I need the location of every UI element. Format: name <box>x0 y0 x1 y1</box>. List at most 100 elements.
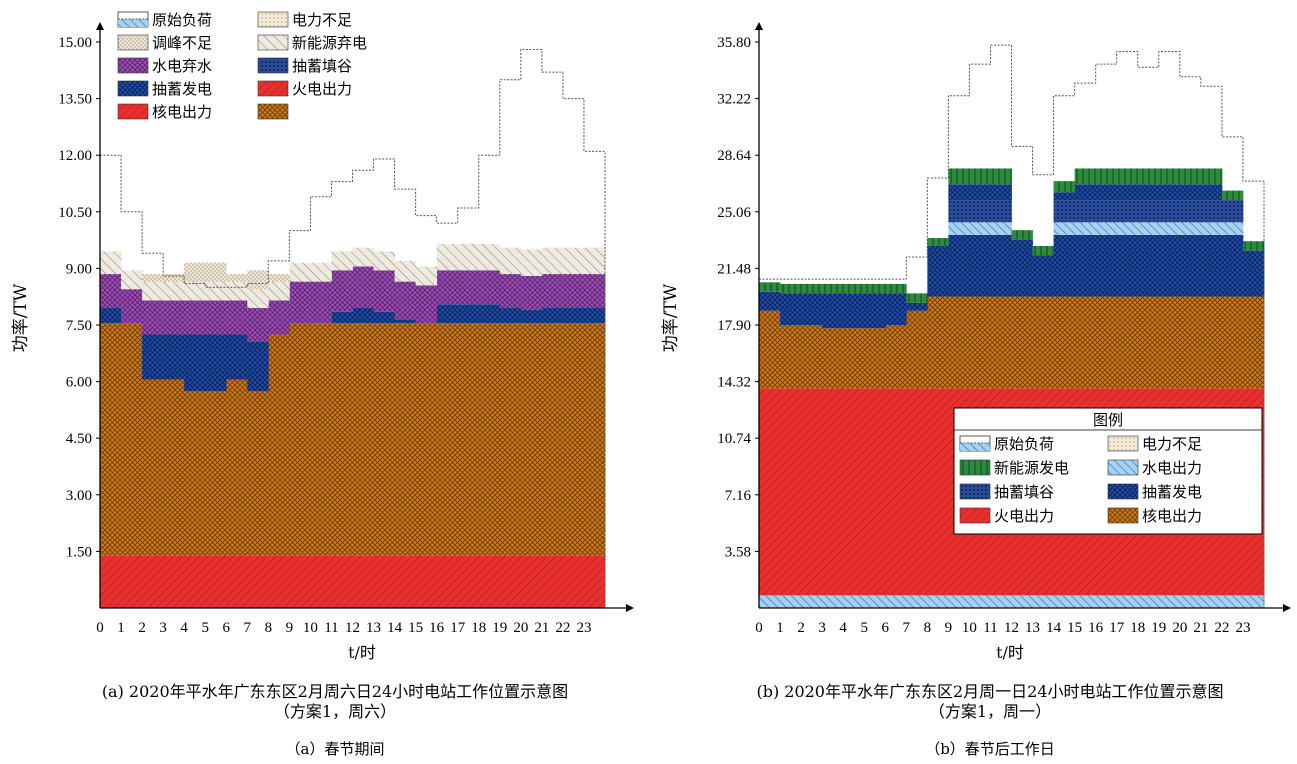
b-ytick-label-4: 17.90 <box>717 318 751 334</box>
a-xtick-label-7: 7 <box>244 620 252 636</box>
a-ytick-label-8: 13.50 <box>58 92 92 108</box>
a-bar-4-7 <box>247 308 269 342</box>
b-bar-6-14 <box>1053 192 1076 201</box>
b-bar-0-5 <box>864 595 886 608</box>
b-ytick-label-2: 10.74 <box>717 431 751 447</box>
b-xtick-label-4: 4 <box>839 620 847 636</box>
a-legend-swatch-5 <box>257 57 289 74</box>
b-series-4 <box>948 222 1244 235</box>
a-bar-4-23 <box>583 274 606 309</box>
a-xtick-label-12: 12 <box>345 620 360 636</box>
a-bar-6-8 <box>268 274 290 282</box>
a-bar-2-3 <box>163 334 185 380</box>
caption-a-line2: （方案1，周六） <box>273 702 397 721</box>
b-bar-6-18 <box>1137 184 1160 201</box>
b-bar-2-9 <box>948 296 970 389</box>
b-bar-6-19 <box>1158 184 1181 201</box>
subcaption-b: （b）春节后工作日 <box>925 740 1055 758</box>
a-ytick-label-0: 1.50 <box>66 544 92 560</box>
b-bar-7-3 <box>822 283 844 294</box>
a-xtick-label-10: 10 <box>303 620 318 636</box>
b-bar-0-15 <box>1074 595 1097 608</box>
b-bar-0-19 <box>1158 595 1181 608</box>
a-bar-0-7 <box>247 555 269 608</box>
a-xtick-label-2: 2 <box>138 620 146 636</box>
b-bar-1-5 <box>864 388 886 596</box>
b-bar-7-8 <box>927 238 949 246</box>
b-bar-3-23 <box>1242 250 1265 297</box>
b-legend-swatch-7 <box>1107 507 1139 524</box>
b-legend-swatch-4 <box>959 483 991 500</box>
b-bar-0-22 <box>1221 595 1244 608</box>
b-xtick-label-1: 1 <box>776 620 784 636</box>
b-bar-2-8 <box>927 296 949 389</box>
caption-a-line1: (a) 2020年平水年广东东区2月周六日24小时电站工作位置示意图 <box>101 682 569 701</box>
b-bar-2-2 <box>801 325 823 389</box>
a-xtick-label-14: 14 <box>387 620 403 636</box>
figure-svg: 1.50 3.00 4.50 6.00 7.50 9.00 10.50 12.00 13.50 1… <box>11 11 1291 662</box>
b-bar-7-4 <box>843 283 865 294</box>
a-bar-0-19 <box>499 555 522 608</box>
a-bar-0-0 <box>100 555 122 608</box>
b-bar-3-11 <box>990 234 1012 297</box>
b-bar-4-14 <box>1053 222 1076 235</box>
b-bar-0-4 <box>843 595 865 608</box>
a-ytick-label-1: 3.00 <box>66 488 92 504</box>
a-legend-label-1: 电力不足 <box>292 11 352 29</box>
a-legend-label-8: 核电出力 <box>152 103 212 121</box>
a-bar-4-19 <box>499 274 522 309</box>
a-ytick-label-2: 4.50 <box>66 431 92 447</box>
b-bar-6-3 <box>822 293 844 329</box>
b-bar-6-7 <box>906 302 928 311</box>
a-bar-4-1 <box>121 289 143 324</box>
b-bar-3-9 <box>948 234 970 297</box>
b-bar-7-15 <box>1074 168 1097 185</box>
chart-a: 1.50 3.00 4.50 6.00 7.50 9.00 10.50 12.00 13.50 1… <box>11 11 634 662</box>
a-xtick-label-1: 1 <box>117 620 125 636</box>
a-legend-label-3: 新能源弃电 <box>292 34 367 52</box>
b-ytick-label-6: 25.06 <box>717 205 751 221</box>
b-xtick-label-14: 14 <box>1046 620 1062 636</box>
b-legend-label-5: 抽蓄发电 <box>1142 483 1202 501</box>
a-bar-1-23 <box>583 323 606 556</box>
chart-b-x-tick-labels: 0 1 2 3 4 5 6 7 8 9 10 11 12 13 14 15 16 17 18 19 20 21 22 23 <box>755 620 1250 636</box>
a-bar-4-22 <box>562 274 585 309</box>
a-bar-1-18 <box>478 323 501 556</box>
a-bar-5-4 <box>184 281 206 301</box>
b-bar-0-11 <box>990 595 1012 608</box>
chart-a-original-load-line <box>100 49 606 608</box>
b-bar-1-8 <box>927 388 949 596</box>
a-series-4 <box>100 266 606 342</box>
a-xtick-label-9: 9 <box>286 620 294 636</box>
chart-b-stacked-areas <box>759 168 1265 608</box>
b-bar-0-10 <box>969 595 991 608</box>
chart-a-x-axis-label: t/时 <box>348 643 376 662</box>
b-bar-2-21 <box>1200 296 1223 389</box>
b-bar-2-0 <box>759 310 781 389</box>
a-bar-1-20 <box>520 323 543 556</box>
a-xtick-label-0: 0 <box>96 620 104 636</box>
a-bar-3-19 <box>499 308 522 324</box>
b-bar-4-22 <box>1221 222 1244 235</box>
a-bar-4-18 <box>478 270 501 305</box>
b-legend-label-4: 抽蓄填谷 <box>994 483 1054 501</box>
a-bar-3-21 <box>541 308 564 324</box>
a-series-6 <box>142 262 290 290</box>
b-bar-7-20 <box>1179 168 1202 185</box>
a-bar-1-7 <box>247 391 269 556</box>
b-bar-4-9 <box>948 222 970 235</box>
b-bar-0-20 <box>1179 595 1202 608</box>
a-series-2 <box>142 334 269 392</box>
a-series-1 <box>100 323 606 556</box>
a-bar-6-6 <box>226 274 248 282</box>
a-bar-0-23 <box>583 555 606 608</box>
a-bar-5-3 <box>163 281 185 301</box>
b-bar-3-19 <box>1158 234 1181 297</box>
a-series-3 <box>100 304 606 324</box>
b-bar-2-7 <box>906 310 928 389</box>
a-series-0 <box>100 555 606 608</box>
a-bar-3-18 <box>478 304 501 324</box>
a-bar-0-6 <box>226 555 248 608</box>
